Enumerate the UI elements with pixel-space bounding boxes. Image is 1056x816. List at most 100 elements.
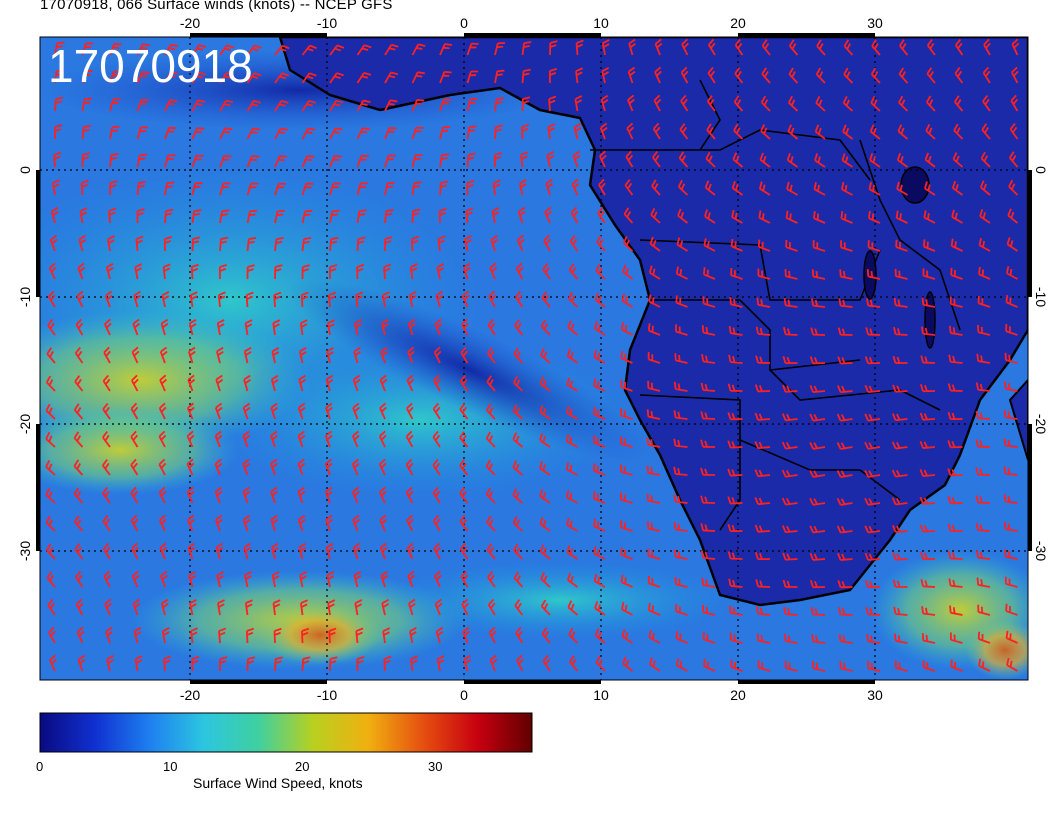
wind-barb	[191, 44, 207, 56]
wind-barb	[246, 155, 260, 168]
wind-barb	[677, 179, 689, 196]
wind-barb	[681, 38, 689, 56]
wind-barb	[191, 127, 205, 140]
wind-barb	[894, 633, 908, 644]
wind-barb	[839, 661, 853, 672]
wind-barb	[680, 66, 689, 84]
wind-barb	[356, 182, 368, 196]
wind-barb	[570, 206, 579, 224]
wind-barb	[487, 598, 496, 616]
wind-barb	[626, 122, 635, 140]
wind-barb	[105, 626, 113, 644]
wind-barb	[329, 154, 342, 168]
wind-barb	[921, 297, 936, 308]
wind-barb	[214, 430, 223, 448]
wind-barb	[163, 235, 172, 252]
wind-barb	[1005, 295, 1018, 308]
wind-barb	[676, 658, 688, 672]
wind-barb	[434, 598, 443, 616]
wind-barb	[356, 656, 365, 672]
wind-barb	[809, 497, 826, 506]
wind-barb	[646, 465, 661, 476]
wind-barb	[411, 98, 425, 112]
wind-barb	[975, 495, 991, 504]
wind-barb	[521, 41, 532, 56]
wind-barb	[432, 458, 441, 476]
wind-barb	[755, 355, 771, 364]
wind-barb	[406, 402, 414, 420]
lon-tick: 20	[730, 15, 746, 31]
wind-barb	[380, 570, 389, 588]
wind-barb	[619, 464, 633, 476]
wind-barb	[433, 374, 441, 392]
wind-barb	[379, 514, 388, 532]
wind-barb	[297, 514, 306, 532]
wind-barb	[356, 127, 370, 140]
wind-barb	[734, 38, 744, 56]
wind-barb	[728, 578, 743, 588]
wind-barb	[487, 318, 496, 336]
wind-barb	[675, 604, 688, 616]
wind-barb	[486, 403, 496, 420]
wind-barb	[979, 180, 991, 196]
wind-barb	[865, 579, 881, 589]
wind-barb	[74, 346, 84, 364]
wind-barb	[540, 572, 551, 588]
wind-barb	[1005, 323, 1018, 336]
wind-barb	[815, 95, 826, 112]
wind-barb	[975, 382, 991, 392]
wind-barb	[132, 318, 141, 336]
wind-barb	[131, 346, 140, 364]
wind-barb	[754, 552, 771, 561]
wind-barb	[895, 239, 908, 252]
wind-barb	[487, 571, 496, 588]
wind-barb	[109, 125, 120, 140]
wind-barb	[466, 42, 479, 56]
wind-barb	[106, 654, 114, 672]
lat-labels-right: 0 -10 -20 -30	[1033, 166, 1049, 561]
wind-barb	[242, 486, 251, 504]
wind-barb	[864, 413, 881, 422]
wind-barb	[465, 207, 474, 224]
wind-barb	[785, 239, 798, 252]
wind-barb	[164, 181, 175, 196]
wind-barb	[703, 658, 716, 672]
wind-barb	[47, 319, 56, 336]
wind-barb	[567, 600, 579, 616]
wind-barb	[215, 374, 224, 392]
wind-barb	[782, 355, 798, 365]
wind-barb	[379, 374, 388, 392]
wind-barb	[81, 97, 92, 112]
wind-barb	[513, 375, 524, 392]
wind-barb	[516, 654, 524, 672]
wind-barb	[460, 570, 469, 588]
wind-barb	[512, 516, 524, 532]
wind-barb	[461, 598, 470, 616]
wind-barb	[164, 126, 177, 140]
wind-barb	[45, 487, 56, 504]
wind-barb	[45, 431, 56, 448]
lon-tick: 0	[460, 15, 468, 31]
wind-barb	[922, 268, 936, 280]
wind-barb	[48, 626, 56, 644]
wind-barb	[701, 577, 716, 588]
wind-barb	[756, 633, 771, 644]
wind-barb	[954, 95, 964, 112]
wind-barb	[327, 319, 335, 336]
lon-tick: 30	[867, 15, 883, 31]
wind-barb	[816, 39, 826, 56]
wind-barb	[599, 122, 608, 140]
lon-tick: 10	[593, 687, 609, 703]
wind-barb	[489, 654, 498, 672]
wind-barb	[187, 514, 195, 532]
wind-barb	[592, 435, 606, 448]
wind-barb	[978, 658, 991, 672]
wind-barb	[297, 486, 306, 504]
wind-barb	[274, 72, 290, 84]
wind-barb	[270, 430, 278, 448]
wind-barb	[647, 380, 661, 392]
wind-barb	[809, 580, 826, 589]
wind-barb	[384, 99, 398, 112]
wind-barb	[926, 67, 936, 84]
